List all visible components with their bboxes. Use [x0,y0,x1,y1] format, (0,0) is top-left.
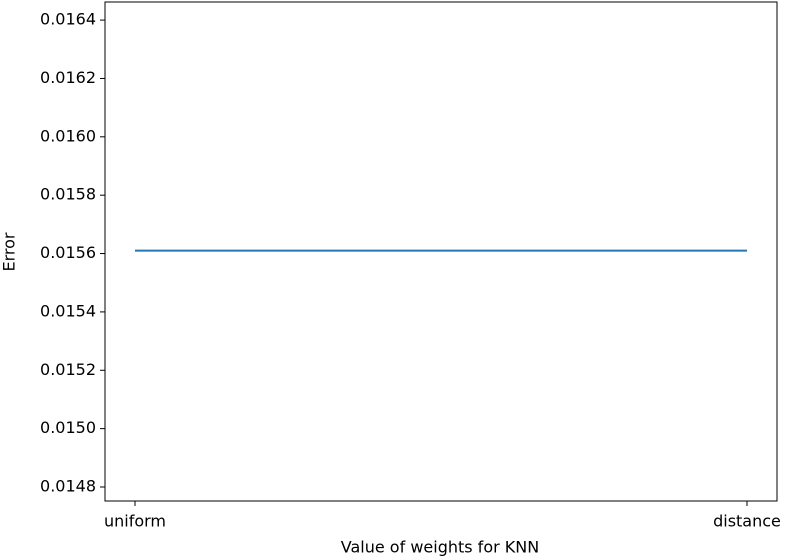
y-axis-label: Error [0,232,19,271]
y-tick-label: 0.0152 [40,360,96,379]
y-tick-label: 0.0156 [40,243,96,262]
y-tick-label: 0.0150 [40,418,96,437]
plot-frame [104,1,778,502]
x-axis-label: Value of weights for KNN [341,538,539,557]
x-tick-label: uniform [104,512,166,531]
y-tick-label: 0.0162 [40,68,96,87]
y-tick-label: 0.0148 [40,476,96,495]
y-tick-label: 0.0154 [40,301,96,320]
y-tick-label: 0.0160 [40,126,96,145]
x-tick-label: distance [713,512,781,531]
y-tick-label: 0.0164 [40,10,96,29]
y-tick-label: 0.0158 [40,185,96,204]
